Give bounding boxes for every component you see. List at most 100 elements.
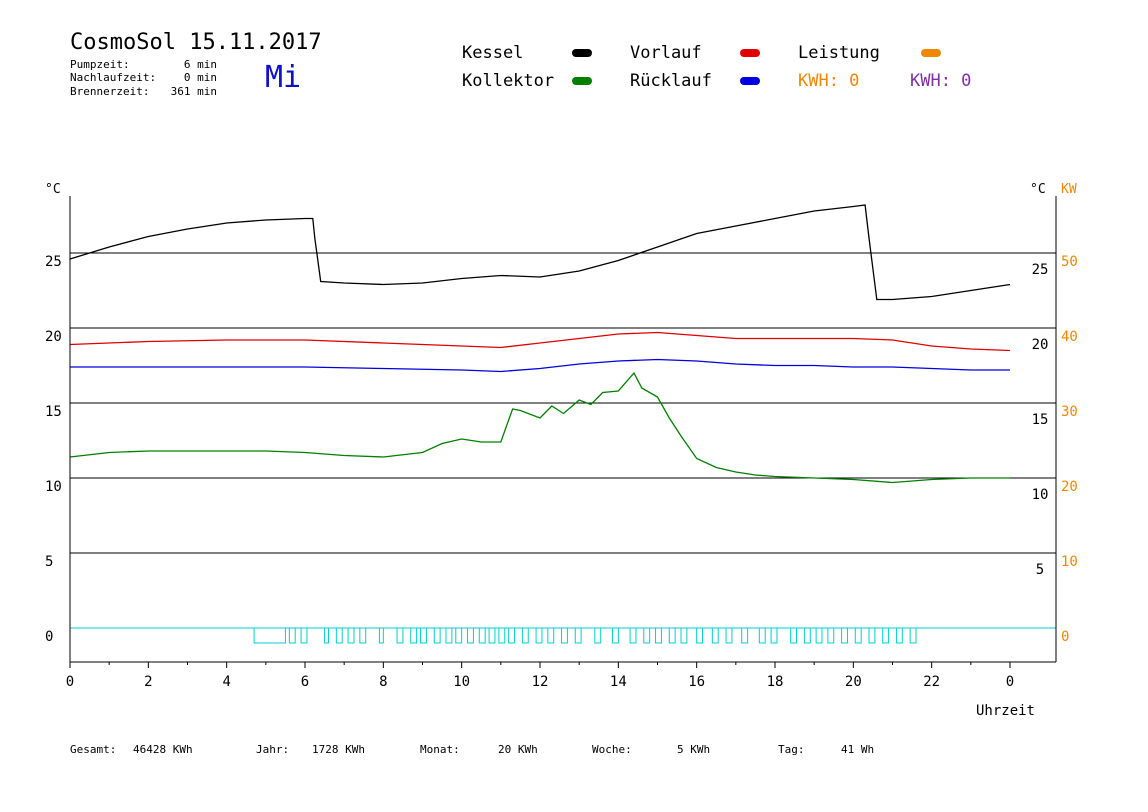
y-tick-label-right-celsius: 10 (1032, 487, 1049, 503)
legend-ruecklauf-swatch (740, 77, 760, 85)
pump-bar (815, 627, 823, 644)
pump-bar (741, 627, 749, 644)
y-tick-label-left: 5 (45, 554, 53, 570)
pump-bar (478, 627, 486, 644)
pump-bar (498, 627, 506, 644)
pump-bar (758, 627, 766, 644)
footer-tag-value: 41 Wh (841, 743, 875, 756)
footer-tag-label: Tag: (778, 743, 805, 756)
pump-bar (594, 627, 602, 644)
x-axis-title: Uhrzeit (976, 703, 1035, 719)
stat-pumpzeit-value: 6 min (183, 58, 217, 71)
pump-bar (882, 627, 890, 644)
legend-ruecklauf-label: Rücklauf (630, 71, 712, 91)
pump-bar (655, 627, 662, 644)
pump-bar (790, 627, 798, 644)
y-tick-label-right-kw: 10 (1061, 554, 1078, 570)
x-tick-label: 0 (66, 674, 74, 690)
y-tick-label-right-kw: 40 (1061, 329, 1078, 345)
footer-woche-label: Woche: (592, 743, 632, 756)
legend-leistung-label: Leistung (798, 43, 880, 63)
legend-leistung-swatch (921, 49, 941, 57)
legend-kollektor-label: Kollektor (462, 71, 555, 91)
pump-bar (841, 627, 848, 644)
y-tick-label-right-celsius: 15 (1032, 412, 1049, 428)
y-tick-label-right-celsius: 5 (1036, 562, 1044, 578)
pump-bar (668, 627, 676, 644)
legend-kollektor-swatch (572, 77, 592, 85)
footer-gesamt-label: Gesamt: (70, 743, 117, 756)
footer-jahr-value: 1728 KWh (312, 743, 365, 756)
stat-pumpzeit-label: Pumpzeit: (70, 58, 130, 71)
y-tick-label-left: 15 (45, 404, 62, 420)
pump-bar (445, 627, 453, 644)
pump-bar (711, 627, 719, 644)
y-tick-label-left: 25 (45, 254, 62, 270)
pump-bar (680, 627, 688, 644)
y-axis-title-right-celsius: °C (1030, 182, 1046, 197)
y-axis-title-right-kw: KW (1061, 182, 1077, 197)
y-tick-label-right-kw: 30 (1061, 404, 1078, 420)
pump-bar (288, 627, 296, 644)
pump-bar (420, 627, 427, 644)
pump-bar (335, 627, 343, 644)
pump-bar (629, 627, 637, 644)
x-tick-label: 2 (144, 674, 152, 690)
legend-kwh-purple: KWH: 0 (910, 71, 972, 91)
pump-bar (508, 627, 516, 644)
legend-kessel-swatch (572, 49, 592, 57)
x-tick-label: 12 (532, 674, 549, 690)
y-tick-label-right-celsius: 25 (1032, 262, 1049, 278)
x-tick-label: 8 (379, 674, 387, 690)
footer-monat-value: 20 KWh (498, 743, 538, 756)
pump-bar (410, 627, 418, 644)
pump-bar (561, 627, 568, 644)
x-tick-label: 10 (453, 674, 470, 690)
pump-bar (547, 627, 555, 644)
legend-vorlauf-label: Vorlauf (630, 43, 702, 63)
y-tick-label-right-kw: 20 (1061, 479, 1078, 495)
y-tick-label-right-kw: 0 (1061, 629, 1069, 645)
y-tick-label-left: 20 (45, 329, 62, 345)
legend-vorlauf-swatch (740, 49, 760, 57)
stat-nachlaufzeit-label: Nachlaufzeit: (70, 71, 157, 84)
pump-bar (909, 627, 917, 644)
pump-bar (574, 627, 582, 644)
pump-bar (895, 627, 903, 644)
pump-bar (433, 627, 441, 644)
x-tick-label: 0 (1006, 674, 1014, 690)
footer-gesamt-value: 46428 KWh (133, 743, 193, 756)
pump-bar (868, 627, 876, 644)
x-tick-label: 6 (301, 674, 309, 690)
footer-monat-label: Monat: (420, 743, 460, 756)
pump-bar (253, 627, 286, 644)
stat-nachlaufzeit-value: 0 min (183, 71, 217, 84)
y-axis-title-left: °C (45, 182, 61, 197)
pump-bar (696, 627, 704, 644)
pump-bar (827, 627, 835, 644)
pump-bar (378, 627, 384, 644)
y-tick-label-right-kw: 50 (1061, 254, 1078, 270)
pump-bar (643, 627, 651, 644)
pump-bar (770, 627, 778, 644)
pump-bar (347, 627, 355, 644)
series-line-vorlauf (69, 331, 1011, 352)
series-line-kollektor (69, 371, 1010, 484)
pump-bar (324, 627, 330, 644)
pump-bar (359, 627, 367, 644)
pump-bar (803, 627, 811, 644)
y-tick-label-left: 10 (45, 479, 62, 495)
x-tick-label: 20 (845, 674, 862, 690)
x-tick-label: 22 (923, 674, 940, 690)
page-title: CosmoSol 15.11.2017 (70, 30, 322, 55)
pump-bar (300, 627, 308, 644)
pump-bar (611, 627, 619, 644)
pump-bar (854, 627, 862, 644)
stat-brennerzeit-value: 361 min (170, 85, 217, 98)
pump-bar (455, 627, 463, 644)
pump-bar (396, 627, 404, 644)
weekday-label: Mi (265, 60, 302, 95)
y-tick-label-right-celsius: 20 (1032, 337, 1049, 353)
pump-bar (725, 627, 733, 644)
